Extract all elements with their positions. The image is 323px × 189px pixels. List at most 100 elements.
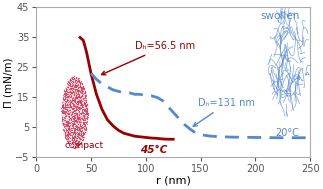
- Point: [76, 97, 81, 100]
- Point: [77, 142, 82, 145]
- Point: [79, 106, 85, 109]
- Point: [68, 144, 74, 147]
- Point: [71, 75, 77, 78]
- Point: [66, 90, 71, 93]
- Point: [85, 108, 90, 112]
- Point: [76, 139, 81, 142]
- Point: [78, 133, 83, 136]
- Point: [65, 117, 70, 120]
- Point: [68, 131, 73, 134]
- Point: [73, 89, 78, 92]
- Point: [81, 120, 86, 123]
- Point: [64, 130, 69, 133]
- Point: [84, 107, 89, 110]
- Point: [64, 117, 69, 120]
- Point: [78, 98, 83, 101]
- Point: [74, 87, 79, 90]
- Point: [68, 80, 74, 83]
- Point: [63, 124, 68, 127]
- Point: [74, 76, 79, 79]
- Point: [73, 129, 78, 132]
- Point: [64, 112, 69, 115]
- Point: [62, 103, 68, 106]
- Point: [77, 108, 82, 111]
- Point: [80, 127, 85, 130]
- Point: [62, 103, 67, 106]
- Point: [67, 103, 72, 106]
- Point: [73, 116, 78, 119]
- Point: [74, 107, 79, 110]
- Point: [84, 112, 89, 115]
- Point: [60, 122, 65, 125]
- Point: [72, 94, 77, 97]
- Point: [78, 107, 84, 110]
- Point: [68, 88, 73, 91]
- Point: [76, 144, 81, 147]
- Point: [68, 136, 73, 139]
- Point: [65, 112, 70, 115]
- Point: [63, 123, 68, 126]
- Point: [78, 115, 83, 118]
- Point: [71, 141, 76, 144]
- Point: [59, 110, 64, 113]
- Point: [71, 114, 76, 117]
- Point: [74, 95, 79, 98]
- Point: [82, 107, 87, 110]
- Point: [84, 103, 89, 106]
- Point: [65, 106, 70, 109]
- Point: [77, 80, 82, 83]
- Point: [77, 132, 82, 135]
- Point: [71, 140, 76, 143]
- Point: [76, 108, 81, 111]
- Point: [81, 113, 86, 116]
- Point: [81, 97, 86, 100]
- Point: [71, 98, 76, 101]
- Point: [72, 86, 78, 89]
- Point: [81, 126, 86, 129]
- Point: [68, 92, 74, 95]
- Point: [83, 96, 88, 99]
- Point: [70, 76, 75, 79]
- Point: [77, 109, 82, 112]
- Point: [68, 117, 73, 120]
- Point: [62, 101, 67, 104]
- Point: [78, 90, 83, 93]
- Point: [62, 120, 67, 123]
- Point: [67, 105, 72, 108]
- Point: [64, 128, 69, 131]
- Point: [81, 124, 86, 127]
- Point: [72, 112, 78, 115]
- Point: [75, 127, 80, 130]
- Point: [71, 114, 76, 117]
- Point: [71, 140, 76, 143]
- Point: [67, 122, 72, 125]
- Point: [67, 116, 72, 119]
- Point: [61, 107, 66, 110]
- Point: [62, 123, 67, 126]
- Point: [64, 137, 69, 140]
- Point: [70, 118, 76, 121]
- Point: [60, 116, 65, 119]
- Point: [65, 132, 70, 136]
- Point: [74, 90, 79, 93]
- Point: [79, 131, 84, 134]
- Point: [68, 109, 73, 112]
- Point: [69, 116, 74, 119]
- Point: [74, 120, 79, 123]
- Point: [75, 88, 80, 91]
- Point: [59, 108, 65, 111]
- Point: [74, 134, 79, 137]
- Point: [82, 94, 88, 97]
- Point: [81, 103, 86, 106]
- Point: [61, 112, 67, 115]
- Point: [80, 138, 85, 141]
- Point: [71, 81, 77, 84]
- Point: [64, 138, 69, 141]
- Point: [67, 86, 72, 89]
- Point: [69, 121, 74, 124]
- Point: [60, 104, 66, 107]
- Point: [74, 111, 79, 114]
- Point: [76, 140, 81, 143]
- Point: [79, 109, 85, 112]
- Point: [73, 107, 78, 110]
